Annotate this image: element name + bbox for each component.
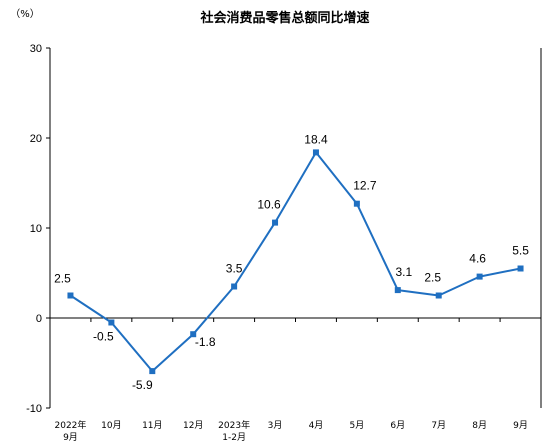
x-tick-label: 4月 xyxy=(309,420,324,431)
data-label-9: 2.5 xyxy=(424,271,441,285)
data-label-6: 18.4 xyxy=(304,132,328,146)
data-label-7: 12.7 xyxy=(353,179,377,193)
data-point-4 xyxy=(231,283,238,290)
data-point-2 xyxy=(149,368,156,375)
y-tick-label: 20 xyxy=(30,133,42,145)
data-label-10: 4.6 xyxy=(469,252,486,266)
data-point-8 xyxy=(394,287,401,294)
data-label-4: 3.5 xyxy=(226,262,243,276)
x-tick-label: 3月 xyxy=(268,420,283,431)
y-tick-label: 0 xyxy=(36,313,42,325)
x-tick-label: 12月 xyxy=(183,420,203,431)
data-labels: 2.5 -0.5 -5.9 -1.8 3.5 10.6 18.4 12.7 3.1 2.5 4.6 5… xyxy=(54,132,529,392)
data-label-5: 10.6 xyxy=(257,198,281,212)
y-tick-label: -10 xyxy=(26,403,42,415)
series-line-group xyxy=(69,151,521,373)
y-tick-label: 10 xyxy=(30,223,42,235)
x-tick-label: 10月 xyxy=(101,420,121,431)
x-tick-label: 7月 xyxy=(431,420,446,431)
data-point-11 xyxy=(517,265,524,272)
data-point-10 xyxy=(476,273,483,280)
data-point-5 xyxy=(272,219,279,226)
data-point-7 xyxy=(353,200,360,207)
series-line xyxy=(69,151,521,373)
x-tick-label: 5月 xyxy=(350,420,365,431)
x-tick-label: 2023年 xyxy=(218,419,250,431)
y-tick-labels: 30 20 10 0 -10 xyxy=(26,43,42,415)
chart-title: 社会消费品零售总额同比增速 xyxy=(199,10,369,26)
data-point-3 xyxy=(190,331,197,338)
x-tick-label: 9月 xyxy=(513,420,528,431)
data-markers xyxy=(67,149,524,375)
axes xyxy=(46,47,542,409)
data-label-0: 2.5 xyxy=(54,272,71,286)
data-label-8: 3.1 xyxy=(395,265,412,279)
y-tick-label: 30 xyxy=(30,43,42,55)
x-tick-label: 1-2月 xyxy=(222,432,246,443)
data-label-11: 5.5 xyxy=(512,244,529,258)
data-point-0 xyxy=(67,292,74,299)
data-label-3: -1.8 xyxy=(195,335,216,349)
data-label-2: -5.9 xyxy=(132,378,153,392)
data-point-9 xyxy=(435,292,442,299)
data-label-1: -0.5 xyxy=(93,330,114,344)
data-point-1 xyxy=(108,319,115,326)
data-point-6 xyxy=(312,149,319,156)
x-tick-label: 6月 xyxy=(390,420,405,431)
y-axis-unit-label: （%） xyxy=(10,8,40,20)
x-tick-label: 8月 xyxy=(472,420,487,431)
x-tick-label: 9月 xyxy=(63,432,78,443)
x-tick-label: 11月 xyxy=(142,420,162,431)
x-tick-label: 2022年 xyxy=(55,419,87,431)
